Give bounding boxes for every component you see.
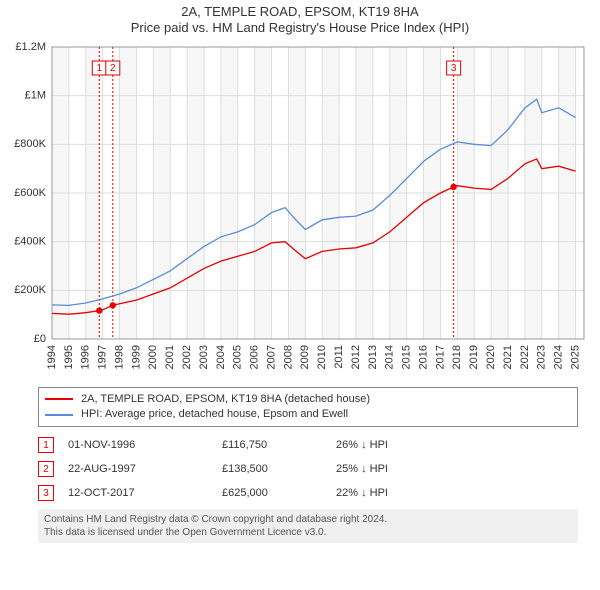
- legend-item: 2A, TEMPLE ROAD, EPSOM, KT19 8HA (detach…: [45, 392, 571, 407]
- svg-text:2009: 2009: [299, 345, 311, 369]
- svg-text:2024: 2024: [553, 345, 565, 369]
- event-row: 1 01-NOV-1996 £116,750 26% ↓ HPI: [38, 433, 578, 457]
- event-date: 01-NOV-1996: [68, 439, 208, 451]
- event-row: 3 12-OCT-2017 £625,000 22% ↓ HPI: [38, 481, 578, 505]
- svg-text:2019: 2019: [468, 345, 480, 369]
- svg-text:2012: 2012: [350, 345, 362, 369]
- event-badge: 3: [38, 485, 54, 501]
- svg-text:2014: 2014: [384, 345, 396, 369]
- svg-text:2004: 2004: [215, 345, 227, 369]
- event-diff: 25% ↓ HPI: [336, 463, 456, 475]
- chart-subtitle: Price paid vs. HM Land Registry's House …: [10, 20, 590, 36]
- chart-title: 2A, TEMPLE ROAD, EPSOM, KT19 8HA: [10, 4, 590, 20]
- attribution-footer: Contains HM Land Registry data © Crown c…: [38, 509, 578, 543]
- svg-text:2: 2: [110, 63, 116, 74]
- event-diff: 22% ↓ HPI: [336, 487, 456, 499]
- chart-svg: 1994 1995 1996 1997 1998 1999 2000 2001 2002 2003…: [10, 41, 590, 381]
- svg-text:2016: 2016: [417, 345, 429, 369]
- svg-text:3: 3: [451, 63, 457, 74]
- chart-card: 2A, TEMPLE ROAD, EPSOM, KT19 8HA Price p…: [0, 0, 600, 590]
- svg-text:2018: 2018: [451, 345, 463, 369]
- svg-text:£200K: £200K: [14, 284, 46, 296]
- event-row: 2 22-AUG-1997 £138,500 25% ↓ HPI: [38, 457, 578, 481]
- svg-text:2005: 2005: [232, 345, 244, 369]
- svg-text:1998: 1998: [113, 345, 125, 369]
- svg-text:2015: 2015: [401, 345, 413, 369]
- svg-text:2021: 2021: [502, 345, 514, 369]
- events-table: 1 01-NOV-1996 £116,750 26% ↓ HPI 2 22-AUG-199…: [38, 433, 578, 505]
- legend-box: 2A, TEMPLE ROAD, EPSOM, KT19 8HA (detach…: [38, 387, 578, 428]
- chart-area: 1994 1995 1996 1997 1998 1999 2000 2001 2002 2003…: [10, 41, 590, 381]
- svg-text:1: 1: [97, 63, 103, 74]
- svg-text:1994: 1994: [46, 345, 58, 369]
- svg-text:1996: 1996: [80, 345, 92, 369]
- svg-text:2000: 2000: [147, 345, 159, 369]
- event-price: £138,500: [222, 463, 322, 475]
- footer-line-1: Contains HM Land Registry data © Crown c…: [44, 513, 572, 526]
- svg-text:2013: 2013: [367, 345, 379, 369]
- footer-line-2: This data is licensed under the Open Gov…: [44, 526, 572, 539]
- svg-text:1995: 1995: [63, 345, 75, 369]
- legend-label: HPI: Average price, detached house, Epso…: [81, 407, 348, 422]
- svg-text:£1.2M: £1.2M: [15, 41, 46, 53]
- svg-text:2025: 2025: [569, 345, 581, 369]
- svg-text:£600K: £600K: [14, 186, 46, 198]
- svg-text:2023: 2023: [536, 345, 548, 369]
- svg-text:2011: 2011: [333, 345, 345, 369]
- svg-text:1997: 1997: [97, 345, 109, 369]
- svg-text:2001: 2001: [164, 345, 176, 369]
- legend-item: HPI: Average price, detached house, Epso…: [45, 407, 571, 422]
- svg-text:1999: 1999: [130, 345, 142, 369]
- svg-text:2002: 2002: [181, 345, 193, 369]
- event-price: £116,750: [222, 439, 322, 451]
- svg-text:2010: 2010: [316, 345, 328, 369]
- svg-text:£400K: £400K: [14, 235, 46, 247]
- event-date: 22-AUG-1997: [68, 463, 208, 475]
- svg-text:2022: 2022: [519, 345, 531, 369]
- event-date: 12-OCT-2017: [68, 487, 208, 499]
- event-badge: 1: [38, 437, 54, 453]
- event-diff: 26% ↓ HPI: [336, 439, 456, 451]
- svg-text:£1M: £1M: [25, 89, 46, 101]
- legend-swatch: [45, 398, 73, 400]
- svg-text:2008: 2008: [282, 345, 294, 369]
- svg-text:£800K: £800K: [14, 138, 46, 150]
- svg-text:2006: 2006: [249, 345, 261, 369]
- svg-text:2003: 2003: [198, 345, 210, 369]
- legend-swatch: [45, 414, 73, 416]
- svg-text:£0: £0: [34, 332, 46, 344]
- event-badge: 2: [38, 461, 54, 477]
- svg-text:2017: 2017: [434, 345, 446, 369]
- svg-text:2007: 2007: [265, 345, 277, 369]
- legend-label: 2A, TEMPLE ROAD, EPSOM, KT19 8HA (detach…: [81, 392, 370, 407]
- event-price: £625,000: [222, 487, 322, 499]
- svg-text:2020: 2020: [485, 345, 497, 369]
